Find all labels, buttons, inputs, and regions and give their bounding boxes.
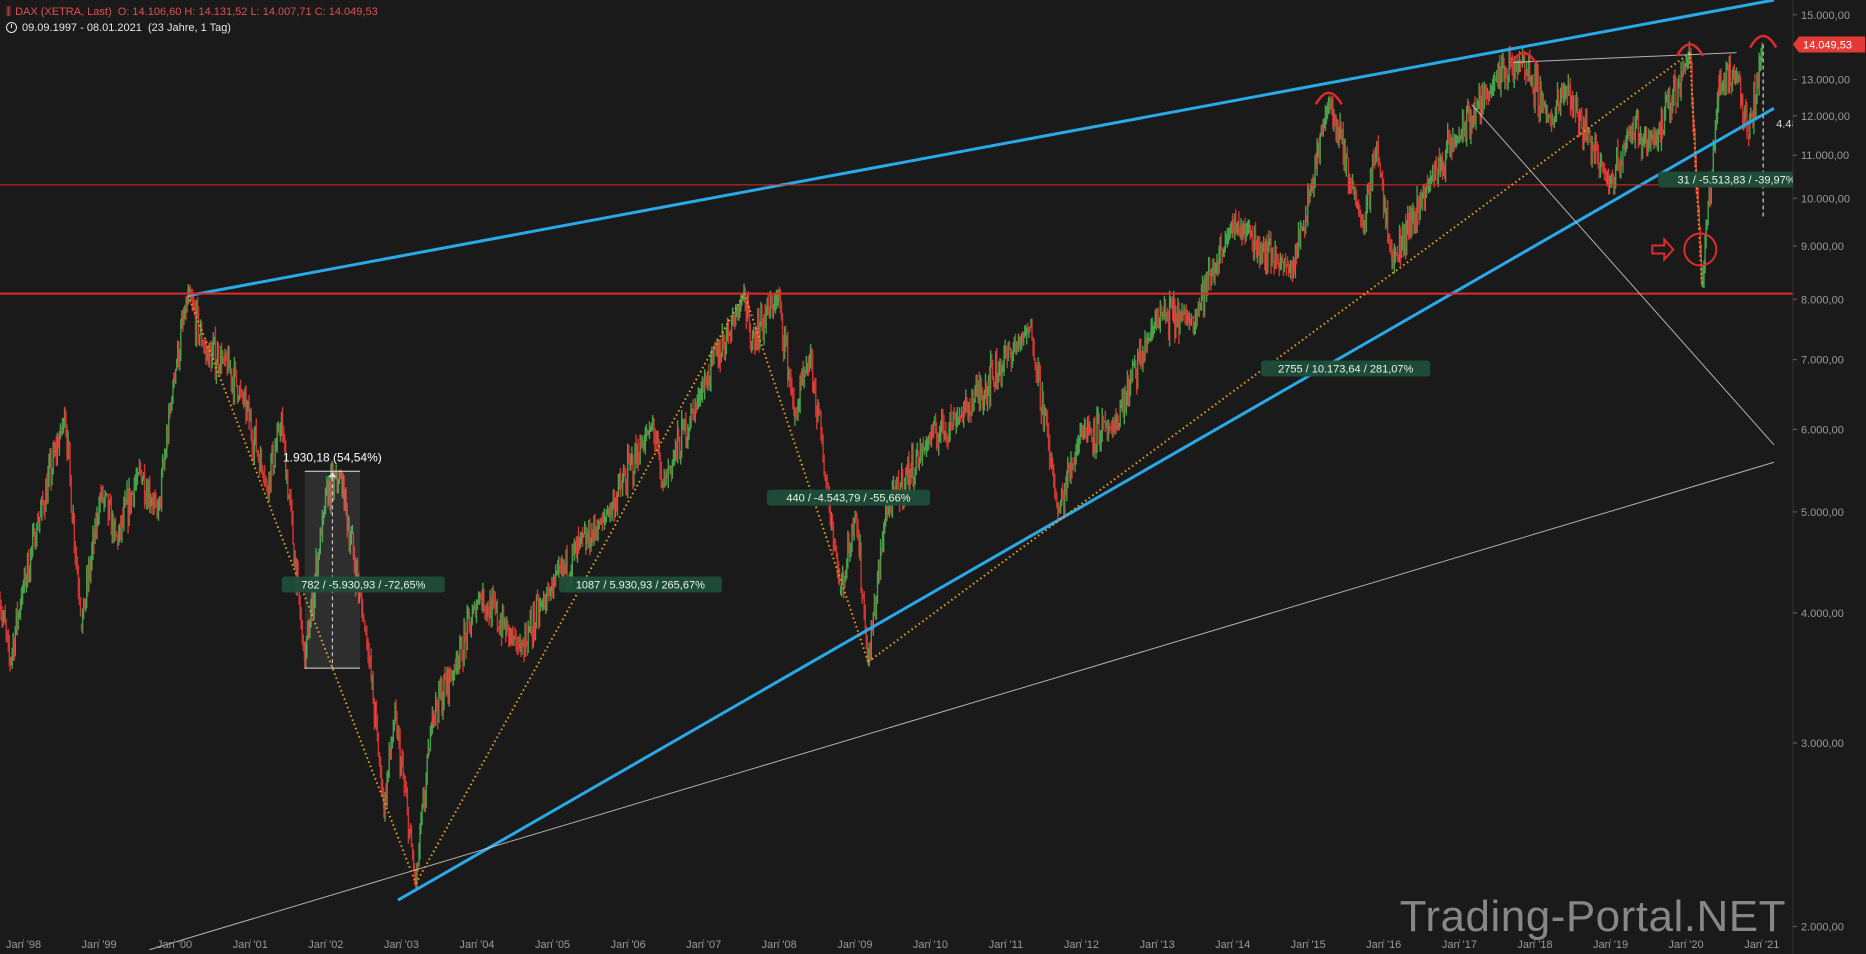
last-price-label: 14.049,53 xyxy=(1803,39,1852,51)
y-tick-label: 2.000,00 xyxy=(1801,922,1844,934)
y-tick-label: 9.000,00 xyxy=(1801,241,1844,253)
up-candles xyxy=(2,41,1763,891)
candlestick-series xyxy=(0,41,1763,892)
y-axis[interactable]: 15.000,00 13.000,00 12.000,00 11.000,00 10.0… xyxy=(1792,0,1866,954)
annotation-badge xyxy=(766,489,930,506)
top-arc-marker xyxy=(1509,51,1538,66)
top-arc-marker xyxy=(1675,43,1705,57)
x-tick-label: Jan '11 xyxy=(989,939,1023,951)
annotation-label: 440 / -4.543,79 / -55,66% xyxy=(786,493,910,505)
y-tick-label: 15.000,00 xyxy=(1801,10,1850,22)
x-tick-label: Jan '20 xyxy=(1668,939,1703,951)
channel-trendline xyxy=(188,0,1775,298)
y-tick-label: 10.000,00 xyxy=(1801,193,1850,205)
date-range-header: 09.09.1997 - 08.01.2021 (23 Jahre, 1 Tag… xyxy=(6,22,231,34)
x-tick-label: Jan '99 xyxy=(82,939,117,951)
x-tick-label: Jan '05 xyxy=(535,939,570,951)
x-tick-label: Jan '01 xyxy=(233,939,268,951)
top-arc-marker xyxy=(1314,91,1343,105)
fib-trendline xyxy=(743,293,870,663)
last-price-badge xyxy=(1793,36,1865,53)
y-tick-label: 13.000,00 xyxy=(1801,75,1850,87)
x-tick-label: Jan '08 xyxy=(762,939,797,951)
x-tick-label: Jan '19 xyxy=(1593,939,1628,951)
down-candles xyxy=(0,45,1759,892)
annotation-label: 2755 / 10.173,64 / 281,07% xyxy=(1278,363,1413,375)
candlestick-icon: ⫼ xyxy=(6,6,12,18)
fib-trendline xyxy=(1688,52,1703,286)
annotation-badge xyxy=(1658,171,1815,188)
x-tick-label: Jan '17 xyxy=(1442,939,1477,951)
channel-trendline xyxy=(397,107,1775,902)
white-trendline xyxy=(149,461,1775,951)
x-tick-label: Jan '12 xyxy=(1064,939,1099,951)
watermark: Trading-Portal.NET xyxy=(1399,892,1786,941)
white-trendline xyxy=(1509,52,1737,64)
measure-box-label: 1.930,18 (54,54%) xyxy=(283,450,382,464)
x-tick-label: Jan '09 xyxy=(837,939,872,951)
x-tick-label: Jan '00 xyxy=(157,939,192,951)
annotation-badge xyxy=(281,576,445,593)
trendline-drawings[interactable] xyxy=(0,0,1793,951)
annotation-badge xyxy=(1261,360,1431,377)
annotation-badge xyxy=(558,576,722,593)
y-tick-label: 8.000,00 xyxy=(1801,294,1844,306)
x-tick-label: Jan '10 xyxy=(913,939,948,951)
y-tick-label: 3.000,00 xyxy=(1801,738,1844,750)
touch-circle-marker xyxy=(1683,232,1718,267)
y-tick-label: 12.000,00 xyxy=(1801,111,1850,123)
clock-icon xyxy=(6,22,17,33)
x-tick-label: Jan '16 xyxy=(1366,939,1401,951)
x-tick-label: Jan '04 xyxy=(459,939,494,951)
y-axis-background xyxy=(1793,0,1866,954)
symbol-name: DAX (XETRA, Last) xyxy=(15,6,112,18)
x-tick-label: Jan '98 xyxy=(6,939,41,951)
x-tick-label: Jan '13 xyxy=(1140,939,1175,951)
y-tick-label: 11.000,00 xyxy=(1801,150,1849,162)
annotation-label: 1087 / 5.930,93 / 265,67% xyxy=(576,579,705,591)
x-tick-label: Jan '03 xyxy=(384,939,419,951)
x-tick-label: Jan '07 xyxy=(686,939,721,951)
y-tick-label: 5.000,00 xyxy=(1801,507,1844,519)
date-span: (23 Jahre, 1 Tag) xyxy=(148,22,231,34)
measure-arrow-head xyxy=(328,472,337,478)
x-tick-label: Jan '14 xyxy=(1215,939,1250,951)
x-tick-label: Jan '02 xyxy=(308,939,343,951)
x-tick-label: Jan '15 xyxy=(1291,939,1326,951)
x-tick-label: Jan '21 xyxy=(1744,939,1779,951)
y-tick-label: 7.000,00 xyxy=(1801,355,1844,367)
x-axis[interactable]: Jan '98 Jan '99 Jan '00 Jan '01 Jan '02 Jan '… xyxy=(6,939,1779,951)
y-tick-label: 6.000,00 xyxy=(1801,424,1844,436)
white-trendline xyxy=(1471,104,1775,446)
symbol-header[interactable]: ⫼ DAX (XETRA, Last) O: 14.106,60 H: 14.13… xyxy=(6,6,378,19)
chart-annotations: 1.930,18 (54,54%)4.489,82782 / -5.930,93… xyxy=(281,34,1819,669)
y-tick-label: 4.000,00 xyxy=(1801,608,1844,620)
date-range: 09.09.1997 - 08.01.2021 xyxy=(22,22,142,34)
x-tick-label: Jan '06 xyxy=(611,939,646,951)
ohlc-values: O: 14.106,60 H: 14.131,52 L: 14.007,71 C… xyxy=(117,6,378,18)
annotation-label: 31 / -5.513,83 / -39,97% xyxy=(1678,175,1796,187)
annotation-label: 782 / -5.930,93 / -72,65% xyxy=(301,579,425,591)
x-tick-label: Jan '18 xyxy=(1517,939,1552,951)
arrow-right-icon xyxy=(1651,236,1675,263)
top-arc-marker xyxy=(1749,34,1778,49)
